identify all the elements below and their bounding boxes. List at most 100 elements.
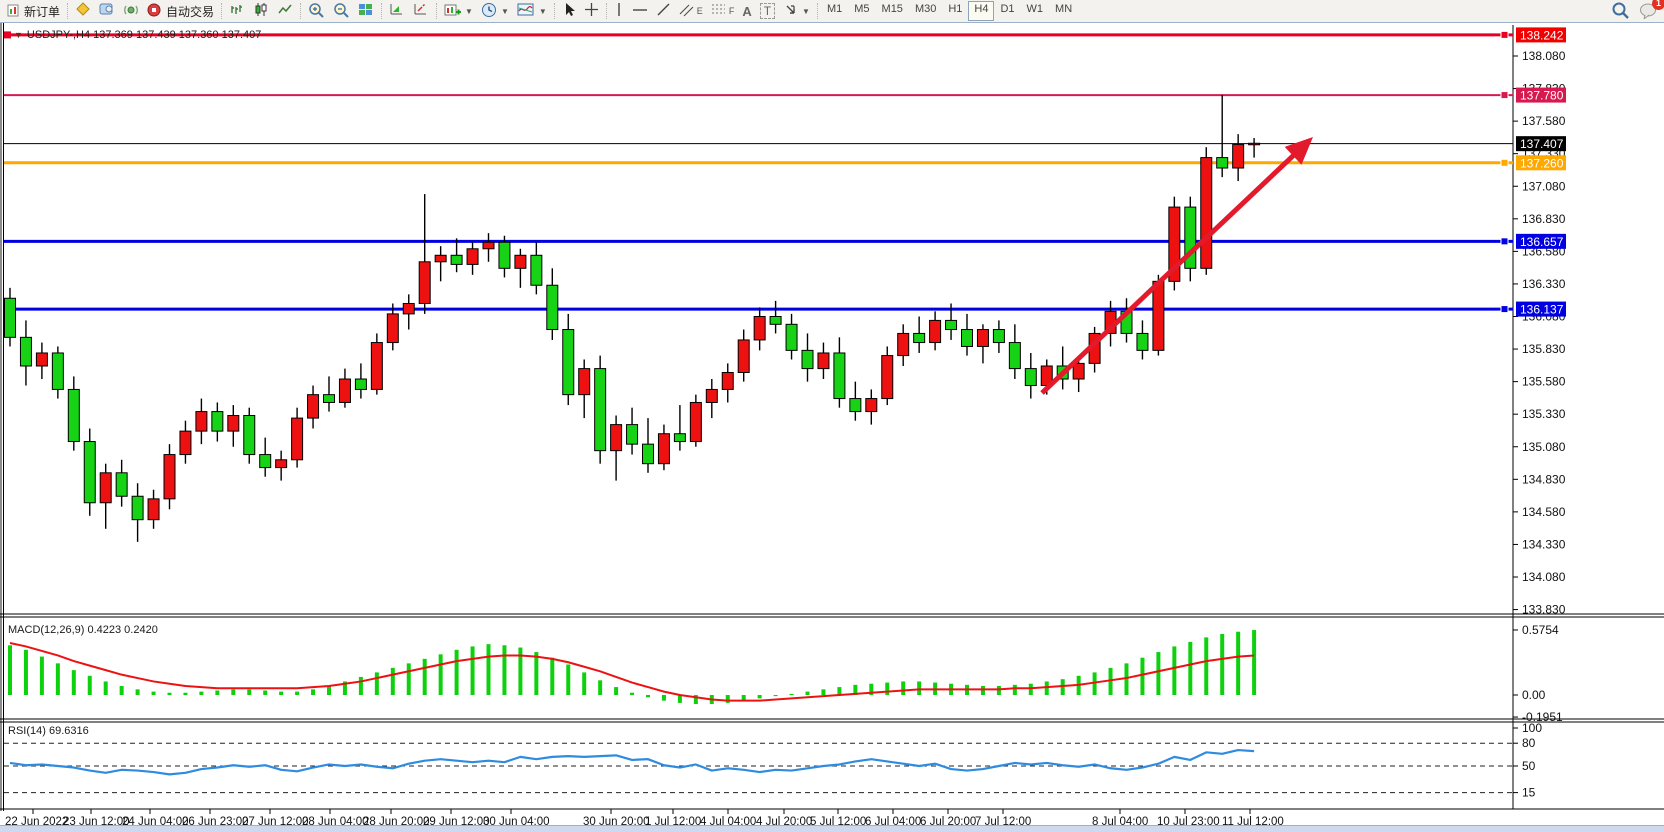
trend-arrow-head[interactable] bbox=[1284, 137, 1313, 165]
crosshair-tool[interactable] bbox=[580, 1, 603, 21]
horizontal-line-tool[interactable] bbox=[628, 1, 652, 21]
svg-text:100: 100 bbox=[1522, 721, 1542, 735]
zoom-in-icon bbox=[308, 2, 325, 21]
window-bottom-strip bbox=[0, 825, 1664, 832]
line-handle[interactable] bbox=[1500, 30, 1509, 39]
svg-text:134.080: 134.080 bbox=[1522, 570, 1566, 584]
svg-text:137.580: 137.580 bbox=[1522, 114, 1566, 128]
candlestick-chart-button[interactable] bbox=[249, 1, 273, 21]
period-dropdown[interactable]: ▼ bbox=[477, 1, 513, 21]
fibonacci-tool[interactable]: F bbox=[707, 1, 739, 21]
line-handle[interactable] bbox=[1500, 158, 1509, 167]
separator bbox=[221, 3, 223, 19]
trend-arrow[interactable] bbox=[1040, 151, 1298, 395]
chart-shift-button[interactable] bbox=[409, 1, 433, 21]
macd-panel: 0.5754 0.00 -0.1951 bbox=[8, 623, 1563, 724]
zoom-in-button[interactable] bbox=[304, 1, 329, 21]
timeframe-m30[interactable]: M30 bbox=[914, 3, 937, 15]
line-chart-button[interactable] bbox=[273, 1, 297, 21]
svg-text:136.137: 136.137 bbox=[1520, 303, 1564, 317]
timeframe-m1[interactable]: M1 bbox=[826, 3, 843, 15]
candles bbox=[4, 95, 1261, 542]
timeframe-m5[interactable]: M5 bbox=[854, 3, 870, 15]
indicators-dropdown[interactable]: ▼ bbox=[513, 1, 551, 21]
bar-chart-button[interactable] bbox=[225, 1, 249, 21]
timeframe-h1[interactable]: H1 bbox=[948, 3, 963, 15]
cursor-icon bbox=[562, 2, 576, 20]
macd-indicator-label: MACD(12,26,9) 0.4223 0.2420 bbox=[8, 624, 158, 636]
line-handle[interactable] bbox=[1500, 305, 1509, 314]
separator bbox=[553, 3, 555, 19]
price-badge: 136.657 bbox=[1516, 233, 1566, 249]
svg-text:137.407: 137.407 bbox=[1520, 137, 1564, 151]
vertical-line-tool[interactable] bbox=[610, 1, 628, 21]
y-axis-ticks: 138.080137.830137.580137.330137.080136.8… bbox=[1513, 49, 1566, 617]
autotrade-icon bbox=[147, 2, 163, 20]
text-tool[interactable]: A bbox=[738, 1, 755, 21]
arrows-dropdown[interactable]: ▼ bbox=[779, 1, 814, 21]
chevron-down-icon: ▼ bbox=[538, 6, 547, 16]
svg-text:136.330: 136.330 bbox=[1522, 277, 1566, 291]
cursor-tool[interactable] bbox=[558, 1, 580, 21]
svg-text:137.080: 137.080 bbox=[1522, 179, 1566, 193]
trendline-tool[interactable] bbox=[652, 1, 675, 21]
price-badge: 136.137 bbox=[1516, 301, 1566, 317]
timeframe-mn[interactable]: MN bbox=[1055, 3, 1073, 15]
rsi-indicator-label: RSI(14) 69.6316 bbox=[8, 725, 89, 737]
svg-text:15: 15 bbox=[1522, 786, 1536, 800]
signals-icon bbox=[123, 2, 139, 20]
tile-windows-button[interactable] bbox=[354, 1, 378, 21]
price-badge: 137.780 bbox=[1516, 87, 1566, 103]
textbox-tool-label: T bbox=[759, 3, 776, 19]
chart-canvas[interactable]: 138.080137.830137.580137.330137.080136.8… bbox=[0, 23, 1664, 832]
signals-button[interactable] bbox=[119, 1, 143, 21]
timeframe-m15[interactable]: M15 bbox=[881, 3, 903, 15]
svg-text:0.5754: 0.5754 bbox=[1522, 623, 1559, 637]
rsi-line bbox=[9, 748, 1255, 776]
timeframe-d1[interactable]: D1 bbox=[1000, 3, 1015, 15]
chevron-down-icon: ▼ bbox=[500, 6, 509, 16]
line-handle[interactable] bbox=[4, 31, 11, 39]
svg-text:137.780: 137.780 bbox=[1520, 89, 1564, 103]
separator bbox=[381, 3, 383, 19]
chart-window[interactable]: 138.080137.830137.580137.330137.080136.8… bbox=[0, 23, 1664, 832]
autotrade-button[interactable]: 自动交易 bbox=[143, 1, 218, 21]
tile-windows-icon bbox=[358, 2, 374, 20]
new-order-button[interactable]: 新订单 bbox=[2, 1, 64, 21]
text-label-tool[interactable]: T bbox=[756, 1, 779, 21]
candlestick-chart-icon bbox=[253, 2, 269, 20]
indicators-icon bbox=[517, 2, 535, 20]
chevron-down-icon: ▼ bbox=[465, 6, 473, 16]
collapse-triangle-icon: ▼ bbox=[14, 30, 23, 40]
clock-icon bbox=[481, 2, 497, 21]
notifications-icon[interactable]: 1 bbox=[1639, 0, 1664, 22]
price-badge: 137.260 bbox=[1516, 155, 1566, 171]
svg-text:136.657: 136.657 bbox=[1520, 235, 1564, 249]
price-badge: 138.242 bbox=[1516, 27, 1566, 43]
timeframe-w1[interactable]: W1 bbox=[1026, 3, 1044, 15]
equidistant-channel-tool[interactable]: E bbox=[675, 1, 707, 21]
top-toolbar: 新订单 自动交易 bbox=[0, 0, 1664, 23]
zoom-out-button[interactable] bbox=[329, 1, 354, 21]
svg-text:0.00: 0.00 bbox=[1522, 688, 1546, 702]
line-handle[interactable] bbox=[1500, 237, 1509, 246]
svg-text:135.830: 135.830 bbox=[1522, 342, 1566, 356]
svg-text:135.330: 135.330 bbox=[1522, 407, 1566, 421]
separator bbox=[67, 3, 69, 19]
channel-tool-label: E bbox=[696, 6, 703, 16]
market-watch-button[interactable] bbox=[95, 1, 119, 21]
new-chart-dropdown[interactable]: ▼ bbox=[440, 1, 477, 21]
equidistant-channel-icon bbox=[679, 2, 694, 20]
window-left-border bbox=[0, 23, 2, 811]
search-icon[interactable] bbox=[1611, 1, 1629, 22]
chevron-down-icon: ▼ bbox=[802, 6, 810, 16]
styler-button[interactable] bbox=[71, 1, 95, 21]
fibonacci-icon bbox=[711, 2, 726, 20]
timeframe-h4[interactable]: H4 bbox=[968, 1, 995, 21]
auto-scroll-button[interactable] bbox=[385, 1, 409, 21]
new-order-label: 新订单 bbox=[24, 4, 61, 19]
svg-text:137.260: 137.260 bbox=[1520, 156, 1564, 170]
new-chart-icon bbox=[444, 2, 462, 21]
line-handle[interactable] bbox=[1500, 91, 1509, 100]
